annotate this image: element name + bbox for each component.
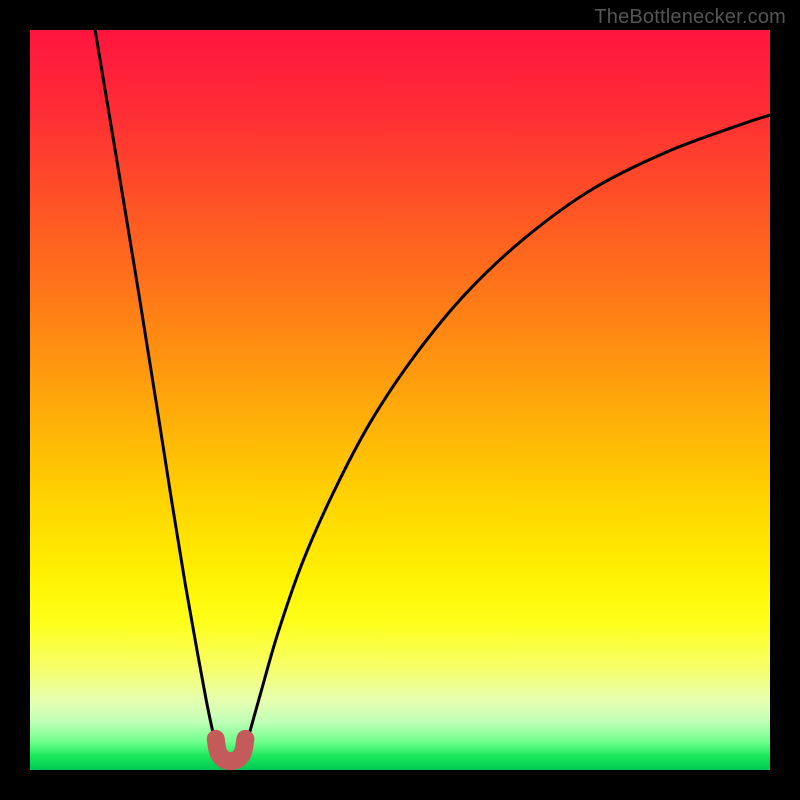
bottleneck-curve-chart (0, 0, 800, 800)
plot-background (30, 30, 770, 770)
watermark-text: TheBottlenecker.com (594, 6, 786, 29)
chart-container: TheBottlenecker.com (0, 0, 800, 800)
